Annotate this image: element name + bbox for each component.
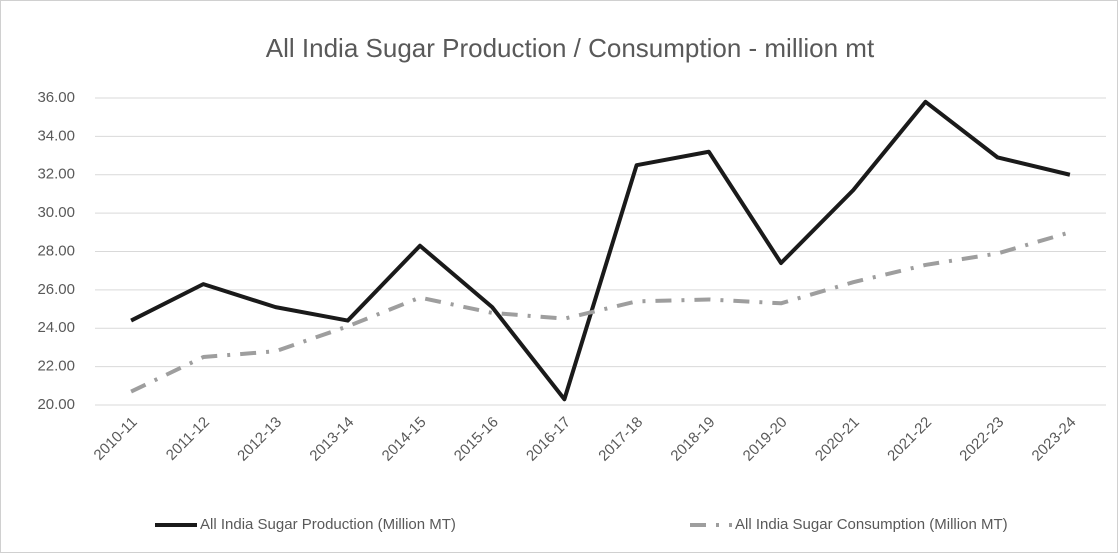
y-tick-label: 28.00	[37, 242, 75, 259]
series-line	[130, 230, 1071, 394]
y-tick-label: 30.00	[37, 204, 75, 221]
y-tick-label: 34.00	[37, 127, 75, 144]
chart-title: All India Sugar Production / Consumption…	[266, 33, 875, 63]
y-tick-label: 20.00	[37, 396, 75, 413]
y-tick-label: 26.00	[37, 281, 75, 298]
legend-label: All India Sugar Consumption (Million MT)	[735, 516, 1008, 533]
y-tick-label: 32.00	[37, 166, 75, 183]
series-line	[130, 99, 1071, 402]
y-tick-label: 22.00	[37, 358, 75, 375]
y-tick-label: 36.00	[37, 89, 75, 106]
y-tick-label: 24.00	[37, 319, 75, 336]
legend-label: All India Sugar Production (Million MT)	[200, 516, 456, 533]
